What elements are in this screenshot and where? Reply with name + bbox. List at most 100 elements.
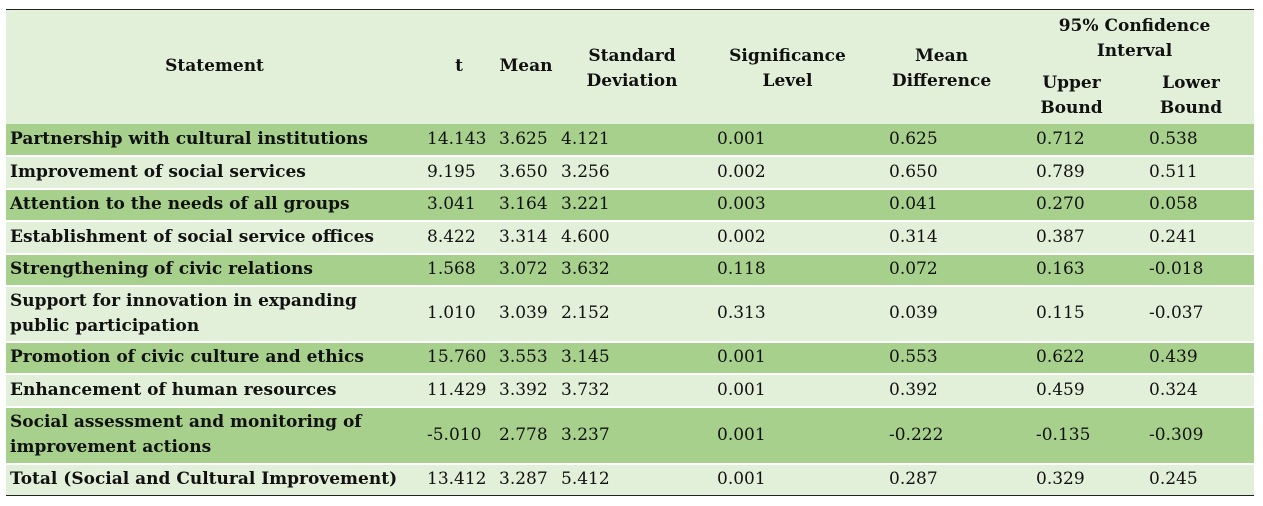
cell-statement: Improvement of social services bbox=[6, 154, 423, 189]
cell-std: 5.412 bbox=[557, 462, 707, 496]
header-t: t bbox=[423, 9, 495, 124]
cell-std: 4.121 bbox=[557, 123, 707, 156]
header-mean-difference: Mean Difference bbox=[868, 9, 1015, 124]
table-row: Enhancement of human resources 11.429 3.… bbox=[6, 372, 1255, 407]
cell-lower: 0.241 bbox=[1128, 219, 1255, 254]
cell-std: 3.256 bbox=[557, 154, 707, 189]
cell-t: 8.422 bbox=[423, 219, 495, 254]
header-confidence-interval: 95% Confidence Interval bbox=[1015, 9, 1255, 68]
cell-mean-diff: 0.039 bbox=[868, 284, 1015, 342]
cell-mean: 3.314 bbox=[495, 219, 557, 254]
cell-statement: Total (Social and Cultural Improvement) bbox=[6, 462, 423, 496]
cell-t: 9.195 bbox=[423, 154, 495, 189]
cell-upper: 0.712 bbox=[1015, 123, 1128, 156]
cell-sig: 0.001 bbox=[707, 462, 868, 496]
cell-std: 3.221 bbox=[557, 187, 707, 221]
table-row: Support for innovation in expanding publ… bbox=[6, 284, 1255, 342]
cell-upper: -0.135 bbox=[1015, 405, 1128, 464]
results-table-container: Statement t Mean Standard Deviation Sign… bbox=[6, 9, 1255, 496]
cell-mean-diff: 0.392 bbox=[868, 372, 1015, 407]
cell-upper: 0.387 bbox=[1015, 219, 1128, 254]
cell-mean: 3.392 bbox=[495, 372, 557, 407]
cell-statement: Strengthening of civic relations bbox=[6, 252, 423, 286]
cell-lower: -0.037 bbox=[1128, 284, 1255, 342]
cell-mean-diff: -0.222 bbox=[868, 405, 1015, 464]
cell-lower: 0.538 bbox=[1128, 123, 1255, 156]
cell-sig: 0.002 bbox=[707, 154, 868, 189]
cell-sig: 0.001 bbox=[707, 405, 868, 464]
cell-mean-diff: 0.072 bbox=[868, 252, 1015, 286]
cell-sig: 0.001 bbox=[707, 340, 868, 374]
cell-lower: -0.309 bbox=[1128, 405, 1255, 464]
cell-mean-diff: 0.041 bbox=[868, 187, 1015, 221]
cell-t: 11.429 bbox=[423, 372, 495, 407]
cell-statement: Enhancement of human resources bbox=[6, 372, 423, 407]
cell-mean-diff: 0.287 bbox=[868, 462, 1015, 496]
cell-mean: 3.553 bbox=[495, 340, 557, 374]
table-row: Social assessment and monitoring of impr… bbox=[6, 405, 1255, 464]
cell-t: 15.760 bbox=[423, 340, 495, 374]
cell-std: 3.145 bbox=[557, 340, 707, 374]
cell-sig: 0.118 bbox=[707, 252, 868, 286]
t-test-results-table: Statement t Mean Standard Deviation Sign… bbox=[6, 9, 1255, 496]
cell-t: 13.412 bbox=[423, 462, 495, 496]
cell-mean: 3.650 bbox=[495, 154, 557, 189]
cell-lower: 0.058 bbox=[1128, 187, 1255, 221]
cell-mean-diff: 0.553 bbox=[868, 340, 1015, 374]
table-row: Promotion of civic culture and ethics 15… bbox=[6, 340, 1255, 374]
cell-upper: 0.789 bbox=[1015, 154, 1128, 189]
cell-lower: 0.245 bbox=[1128, 462, 1255, 496]
cell-t: 1.568 bbox=[423, 252, 495, 286]
cell-t: 3.041 bbox=[423, 187, 495, 221]
cell-t: 14.143 bbox=[423, 123, 495, 156]
header-mean: Mean bbox=[495, 9, 557, 124]
cell-upper: 0.270 bbox=[1015, 187, 1128, 221]
cell-lower: 0.439 bbox=[1128, 340, 1255, 374]
cell-sig: 0.001 bbox=[707, 123, 868, 156]
cell-upper: 0.329 bbox=[1015, 462, 1128, 496]
cell-sig: 0.002 bbox=[707, 219, 868, 254]
cell-mean-diff: 0.625 bbox=[868, 123, 1015, 156]
cell-mean: 2.778 bbox=[495, 405, 557, 464]
cell-lower: 0.324 bbox=[1128, 372, 1255, 407]
header-standard-deviation: Standard Deviation bbox=[557, 9, 707, 124]
cell-upper: 0.115 bbox=[1015, 284, 1128, 342]
table-row: Attention to the needs of all groups 3.0… bbox=[6, 187, 1255, 221]
cell-std: 3.732 bbox=[557, 372, 707, 407]
header-significance-level: Significance Level bbox=[707, 9, 868, 124]
cell-lower: -0.018 bbox=[1128, 252, 1255, 286]
cell-statement: Attention to the needs of all groups bbox=[6, 187, 423, 221]
cell-upper: 0.459 bbox=[1015, 372, 1128, 407]
cell-t: -5.010 bbox=[423, 405, 495, 464]
header-statement: Statement bbox=[6, 9, 423, 124]
table-body: Partnership with cultural institutions 1… bbox=[6, 123, 1255, 496]
cell-mean: 3.287 bbox=[495, 462, 557, 496]
cell-statement: Social assessment and monitoring of impr… bbox=[6, 405, 423, 464]
cell-statement: Support for innovation in expanding publ… bbox=[6, 284, 423, 342]
cell-upper: 0.622 bbox=[1015, 340, 1128, 374]
header-upper-bound: Upper Bound bbox=[1015, 67, 1128, 124]
cell-upper: 0.163 bbox=[1015, 252, 1128, 286]
table-row: Total (Social and Cultural Improvement) … bbox=[6, 462, 1255, 496]
cell-std: 3.632 bbox=[557, 252, 707, 286]
cell-std: 2.152 bbox=[557, 284, 707, 342]
cell-sig: 0.001 bbox=[707, 372, 868, 407]
table-row: Establishment of social service offices … bbox=[6, 219, 1255, 254]
table-row: Strengthening of civic relations 1.568 3… bbox=[6, 252, 1255, 286]
cell-std: 3.237 bbox=[557, 405, 707, 464]
header-lower-bound: Lower Bound bbox=[1128, 67, 1255, 124]
cell-statement: Establishment of social service offices bbox=[6, 219, 423, 254]
cell-std: 4.600 bbox=[557, 219, 707, 254]
cell-statement: Partnership with cultural institutions bbox=[6, 123, 423, 156]
cell-mean-diff: 0.314 bbox=[868, 219, 1015, 254]
cell-mean-diff: 0.650 bbox=[868, 154, 1015, 189]
cell-sig: 0.003 bbox=[707, 187, 868, 221]
cell-mean: 3.039 bbox=[495, 284, 557, 342]
cell-mean: 3.625 bbox=[495, 123, 557, 156]
table-row: Partnership with cultural institutions 1… bbox=[6, 123, 1255, 156]
table-row: Improvement of social services 9.195 3.6… bbox=[6, 154, 1255, 189]
cell-lower: 0.511 bbox=[1128, 154, 1255, 189]
cell-t: 1.010 bbox=[423, 284, 495, 342]
cell-statement: Promotion of civic culture and ethics bbox=[6, 340, 423, 374]
cell-mean: 3.072 bbox=[495, 252, 557, 286]
